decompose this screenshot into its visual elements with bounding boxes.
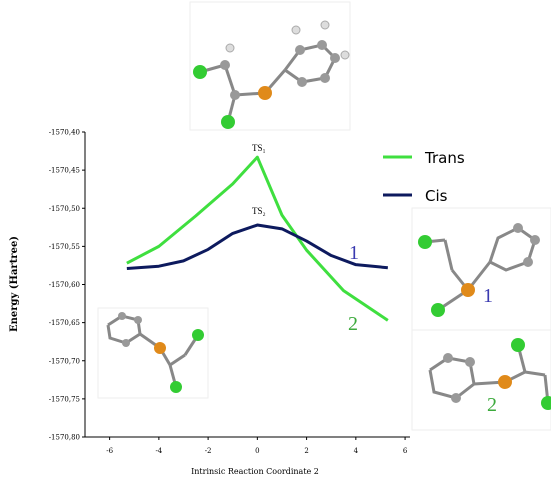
molecule-label: 2 xyxy=(487,394,497,416)
x-tick-label: -4 xyxy=(155,447,162,455)
molecule-right-2 xyxy=(411,329,551,431)
legend-label: Trans xyxy=(424,149,465,167)
y-tick-label: -1570,60 xyxy=(49,281,80,289)
y-tick-label: -1570,80 xyxy=(49,434,80,442)
x-tick-label: 2 xyxy=(304,447,308,455)
y-axis-label: Energy (Hartree) xyxy=(9,236,20,332)
molecule-right-1 xyxy=(411,207,551,331)
x-tick-label: 0 xyxy=(255,447,259,455)
curve-label: 1 xyxy=(349,242,359,264)
x-tick-label: -6 xyxy=(106,447,113,455)
y-tick-label: -1570,40 xyxy=(49,129,80,137)
y-tick-label: -1570,45 xyxy=(49,167,80,175)
y-tick-label: -1570,55 xyxy=(49,243,80,251)
y-tick-label: -1570,70 xyxy=(49,357,80,365)
line-series xyxy=(126,223,388,270)
line-series xyxy=(126,155,389,322)
x-tick-label: 6 xyxy=(403,447,408,455)
ts-label: TS₂ xyxy=(252,206,266,216)
curve-label: 2 xyxy=(348,313,358,335)
molecule-top xyxy=(189,1,351,131)
y-tick-label: -1570,50 xyxy=(49,205,80,213)
y-tick-label: -1570,75 xyxy=(49,395,80,403)
y-tick-label: -1570,65 xyxy=(49,319,80,327)
x-axis-label: Intrinsic Reaction Coordinate 2 xyxy=(191,467,319,476)
legend-label: Cis xyxy=(425,187,448,205)
molecule-label: 1 xyxy=(483,285,493,307)
ts-label: TS₁ xyxy=(252,143,266,153)
molecule-left xyxy=(97,307,209,399)
x-tick-label: 4 xyxy=(354,447,359,455)
x-tick-label: -2 xyxy=(205,447,212,455)
